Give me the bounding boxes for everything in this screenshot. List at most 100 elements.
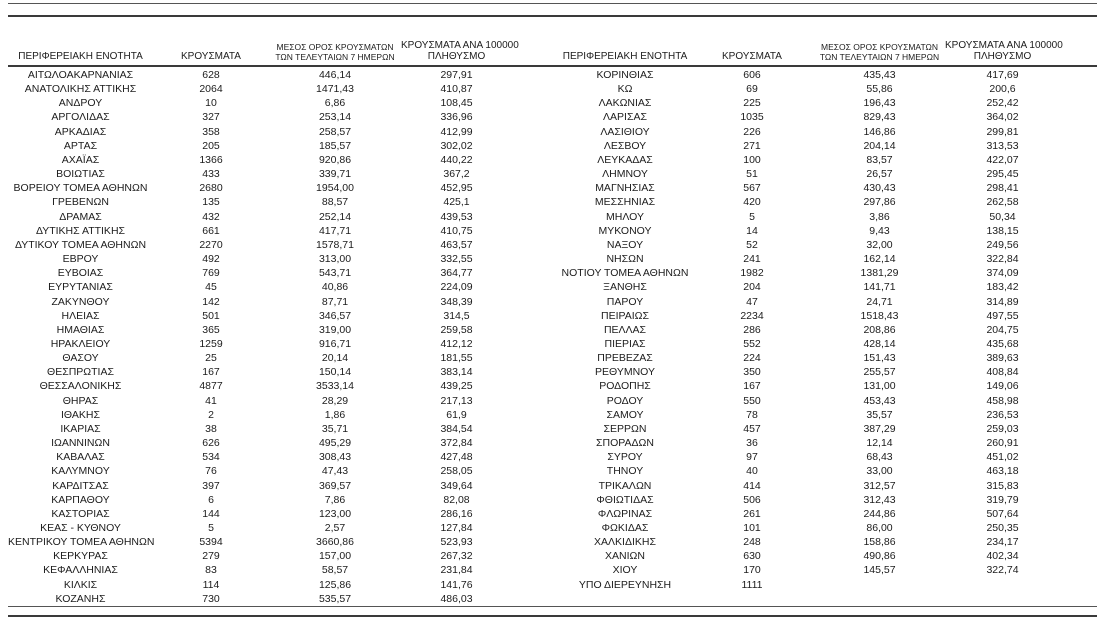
table-row: ΙΘΑΚΗΣ 2 1,86 61,9 [8, 408, 512, 422]
region-name-cell: ΣΠΟΡΑΔΩΝ [596, 437, 654, 450]
avg7-cell: 252,14 [318, 210, 352, 223]
avg7-cell: 24,71 [866, 295, 893, 308]
per100k-cell: 486,03 [440, 592, 473, 605]
column-header-cases: ΚΡΟΥΣΜΑΤΑ [181, 51, 241, 62]
table-row: ΠΕΛΛΑΣ 286 208,86 204,75 [560, 323, 1060, 337]
region-name-cell: ΧΙΟΥ [612, 564, 638, 577]
cases-cell: 1982 [740, 267, 764, 280]
cases-cell: 271 [743, 139, 761, 152]
table-row: ΚΑΡΔΙΤΣΑΣ 397 369,57 349,64 [8, 479, 512, 493]
table-row: ΣΕΡΡΩΝ 457 387,29 259,03 [560, 422, 1060, 436]
per100k-cell: 523,93 [440, 536, 473, 549]
avg7-cell: 3,86 [869, 210, 890, 223]
per100k-cell: 314,89 [986, 295, 1019, 308]
avg7-cell: 208,86 [863, 323, 896, 336]
region-name-cell: ΣΕΡΡΩΝ [603, 422, 647, 435]
cases-cell: 365 [202, 323, 220, 336]
cases-cell: 78 [746, 408, 758, 421]
region-name-cell: ΓΡΕΒΕΝΩΝ [52, 196, 109, 209]
avg7-cell: 1518,43 [860, 309, 899, 322]
column-header-avg7: ΜΕΣΟΣ ΟΡΟΣ ΚΡΟΥΣΜΑΤΩΝ ΤΩΝ ΤΕΛΕΥΤΑΙΩΝ 7 Η… [819, 42, 940, 62]
table-row: ΕΥΡΥΤΑΝΙΑΣ 45 40,86 224,09 [8, 280, 512, 294]
avg7-cell: 157,00 [318, 550, 352, 563]
per100k-cell: 374,09 [986, 267, 1019, 280]
table-row: ΚΑΣΤΟΡΙΑΣ 144 123,00 286,16 [8, 507, 512, 521]
table-row: ΒΟΙΩΤΙΑΣ 433 339,71 367,2 [8, 167, 512, 181]
region-name-cell: ΠΙΕΡΙΑΣ [604, 337, 646, 350]
table-row: ΚΑΒΑΛΑΣ 534 308,43 427,48 [8, 450, 512, 464]
table-row: ΑΧΑΪΑΣ 1366 920,86 440,22 [8, 153, 512, 167]
cases-cell: 36 [746, 437, 758, 450]
table-row: ΚΟΖΑΝΗΣ 730 535,57 486,03 [8, 592, 512, 606]
region-name-cell: ΑΝΑΤΟΛΙΚΗΣ ΑΤΤΙΚΗΣ [24, 83, 137, 96]
per100k-cell: 383,14 [440, 366, 473, 379]
region-name-cell: ΠΕΛΛΑΣ [603, 323, 647, 336]
region-name-cell: ΧΑΝΙΩΝ [605, 550, 645, 563]
column-header-per100k: ΚΡΟΥΣΜΑΤΑ ΑΝΑ 100000 ΠΛΗΘΥΣΜΟ [945, 40, 1063, 62]
per100k-cell: 50,34 [989, 210, 1016, 223]
cases-cell: 606 [743, 69, 761, 81]
region-name-cell: ΕΥΒΟΙΑΣ [57, 267, 104, 280]
region-name-cell: ΤΗΝΟΥ [606, 465, 644, 478]
avg7-cell: 920,86 [318, 153, 352, 166]
per100k-cell: 402,34 [986, 550, 1019, 563]
table-row: ΘΕΣΠΡΩΤΙΑΣ 167 150,14 383,14 [8, 365, 512, 379]
per100k-cell: 234,17 [986, 536, 1019, 549]
cases-cell: 1111 [741, 578, 763, 591]
cases-cell: 5 [208, 522, 214, 534]
cases-cell: 2064 [199, 83, 223, 96]
table-row: ΚΕΑΣ - ΚΥΘΝΟΥ 5 2,57 127,84 [8, 521, 512, 535]
cases-cell: 501 [202, 309, 220, 322]
top-rule-thin [8, 3, 1097, 4]
per100k-cell: 61,9 [446, 408, 467, 421]
cases-cell: 76 [205, 465, 217, 478]
region-name-cell: ΥΠΟ ΔΙΕΡΕΥΝΗΣΗ [578, 578, 672, 591]
per100k-cell: 286,16 [440, 507, 473, 520]
cases-cell: 114 [202, 578, 220, 591]
cases-cell: 204 [743, 281, 761, 294]
avg7-cell: 446,14 [318, 69, 352, 81]
region-name-cell: ΔΥΤΙΚΟΥ ΤΟΜΕΑ ΑΘΗΝΩΝ [14, 238, 147, 251]
region-name-cell: ΙΚΑΡΙΑΣ [60, 422, 101, 435]
table-row: ΝΗΣΩΝ 241 162,14 322,84 [560, 252, 1060, 266]
per100k-cell: 262,58 [986, 196, 1019, 209]
region-name-cell: ΑΡΤΑΣ [63, 139, 98, 152]
cases-cell: 248 [743, 536, 761, 549]
region-name-cell: ΒΟΙΩΤΙΑΣ [56, 168, 105, 181]
cases-cell: 661 [202, 224, 220, 237]
table-row: ΛΕΣΒΟΥ 271 204,14 313,53 [560, 139, 1060, 153]
region-name-cell: ΑΙΤΩΛΟΑΚΑΡΝΑΝΙΑΣ [27, 69, 134, 81]
table-row: ΡΟΔΟΠΗΣ 167 131,00 149,06 [560, 379, 1060, 393]
table-row: ΦΩΚΙΔΑΣ 101 86,00 250,35 [560, 521, 1060, 535]
avg7-cell: 543,71 [318, 267, 352, 280]
avg7-cell: 204,14 [863, 139, 896, 152]
avg7-cell: 387,29 [863, 422, 896, 435]
per100k-cell: 412,12 [440, 337, 473, 350]
per100k-cell: 412,99 [440, 125, 473, 138]
avg7-cell: 255,57 [863, 366, 896, 379]
region-name-cell: ΚΕΑΣ - ΚΥΘΝΟΥ [40, 522, 121, 534]
cases-cell: 2234 [740, 309, 764, 322]
cases-cell: 414 [743, 479, 761, 492]
per100k-cell: 231,84 [440, 564, 473, 577]
per100k-cell: 389,63 [986, 352, 1019, 365]
table-row: ΙΩΑΝΝΙΝΩΝ 626 495,29 372,84 [8, 436, 512, 450]
cases-cell: 241 [743, 253, 761, 266]
avg7-cell: 58,57 [321, 564, 349, 577]
avg7-cell: 35,71 [321, 422, 349, 435]
table-row: ΚΑΡΠΑΘΟΥ 6 7,86 82,08 [8, 493, 512, 507]
region-name-cell: ΜΥΚΟΝΟΥ [598, 224, 652, 237]
avg7-cell: 258,57 [318, 125, 352, 138]
cases-cell: 2680 [199, 182, 223, 195]
table-row: ΥΠΟ ΔΙΕΡΕΥΝΗΣΗ 1111 [560, 578, 1060, 592]
avg7-cell: 253,14 [318, 111, 352, 124]
table-row: ΓΡΕΒΕΝΩΝ 135 88,57 425,1 [8, 195, 512, 209]
per100k-cell: 258,05 [440, 465, 473, 478]
per100k-cell: 250,35 [986, 522, 1019, 534]
cases-cell: 433 [202, 168, 220, 181]
region-name-cell: ΛΑΚΩΝΙΑΣ [598, 97, 652, 110]
avg7-cell: 131,00 [863, 380, 896, 393]
per100k-cell: 332,55 [440, 253, 473, 266]
table-row: ΑΙΤΩΛΟΑΚΑΡΝΑΝΙΑΣ 628 446,14 297,91 [8, 68, 512, 82]
